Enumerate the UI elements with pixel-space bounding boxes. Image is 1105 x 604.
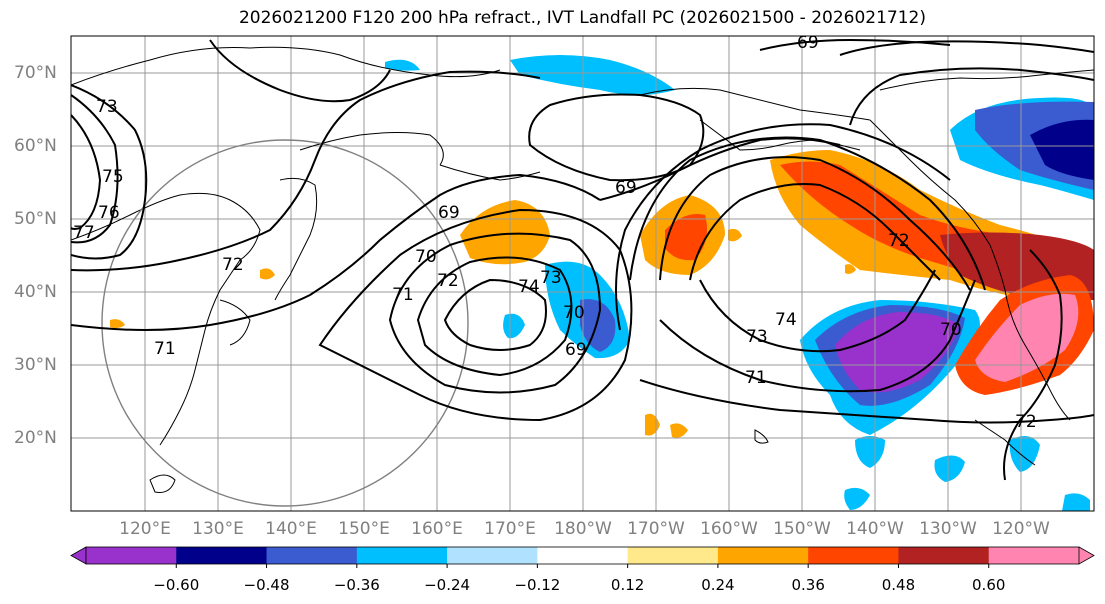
colorbar-tick-label: 0.12 [611,576,644,594]
contour-label: 73 [746,327,768,347]
sky-patch-4 [844,487,870,510]
lon-label: 160°E [411,519,463,539]
colorbar-swatch [356,547,448,564]
colorbar-tick-label: −0.48 [244,576,290,594]
colorbar-swatch [537,547,629,564]
ivt-fill-layer [110,55,1094,511]
contour-label: 73 [96,97,118,117]
colorbar-tick-label: 0.36 [791,576,824,594]
colorbar-extend-high [1078,546,1095,565]
colorbar-swatch [808,547,899,564]
contour-lines [71,38,1094,481]
contour-label: 71 [154,339,176,359]
latitude-labels: 70°N 60°N 50°N 40°N 30°N 20°N [14,63,57,448]
sky-patch-6 [503,313,525,339]
pink-region-california [975,293,1079,382]
contour-label: 73 [540,268,562,288]
graticule [71,36,1094,511]
colorbar-tick-label: 0.60 [972,576,1005,594]
lon-label: 130°W [919,519,977,539]
contour-label: 69 [438,203,460,223]
lon-label: 170°E [484,519,536,539]
lat-label: 70°N [14,63,57,83]
colorbar-swatch [988,547,1080,564]
lat-label: 60°N [14,136,57,156]
orange-patch-3 [110,319,125,329]
lat-label: 30°N [14,355,57,375]
colorbar-swatch [86,547,177,564]
contour-label: 69 [615,178,637,198]
orange-patch-5 [728,228,742,242]
lon-label: 150°W [773,519,831,539]
lat-label: 50°N [14,209,57,229]
lat-label: 20°N [14,428,57,448]
range-circle [101,139,469,507]
contour-label: 69 [797,33,819,53]
lon-label: 180°W [554,519,612,539]
colorbar-swatch [266,547,358,564]
blue-region-arctic-2 [385,59,420,71]
contour-label-layer: 69 69 69 70 70 70 71 71 71 72 72 72 72 7… [73,33,1037,432]
colorbar-tick-label: 0.24 [701,576,734,594]
sky-patch-1 [855,436,885,468]
colorbar: −0.60 −0.48 −0.36 −0.24 −0.12 0.12 0.24 0.36 0.4… [70,546,1095,594]
contour-label: 69 [565,340,587,360]
map-content: 69 69 69 70 70 70 71 71 71 72 72 72 72 7… [71,33,1094,511]
contour-label: 76 [98,203,120,223]
contour-label: 74 [775,310,797,330]
colorbar-swatch [898,547,990,564]
contour-label: 71 [392,285,414,305]
lon-label: 170°W [627,519,685,539]
contour-label: 74 [518,277,540,297]
contour-label: 75 [102,167,124,187]
longitude-labels: 120°E 130°E 140°E 150°E 160°E 170°E 180°W 170°W… [119,519,1050,539]
colorbar-swatch [447,547,538,564]
sky-patch-2 [934,455,965,482]
contour-label: 72 [1015,412,1037,432]
lat-label: 40°N [14,282,57,302]
colorbar-swatch [176,547,268,564]
contour-label: 71 [745,368,767,388]
lon-label: 130°E [192,519,244,539]
lon-label: 140°E [265,519,317,539]
purple-region-subtropics [835,312,960,393]
colorbar-tick-label: −0.12 [514,576,560,594]
contour-label: 70 [940,320,962,340]
contour-label: 77 [73,223,95,243]
lon-label: 150°E [338,519,390,539]
lon-label: 120°E [119,519,171,539]
colorbar-tick-label: −0.24 [424,576,470,594]
orange-region-west [460,200,550,265]
redorange-region-central [665,214,708,261]
contour-label: 72 [222,255,244,275]
map-title: 2026021200 F120 200 hPa refract., IVT La… [238,8,926,28]
orange-patch-4 [260,268,275,280]
contour-label: 70 [563,303,585,323]
orange-patch-2 [670,423,688,438]
contour-label: 72 [888,231,910,251]
lon-label: 140°W [846,519,904,539]
contour-label: 72 [437,271,459,291]
colorbar-tick-label: 0.48 [882,576,915,594]
colorbar-extend-low [70,546,87,565]
sky-patch-5 [1062,493,1090,511]
lon-label: 120°W [992,519,1050,539]
orange-patch-6 [845,264,856,274]
colorbar-swatch [717,547,809,564]
colorbar-tick-label: −0.36 [334,576,380,594]
map-frame [70,35,1095,512]
colorbar-border [85,546,1080,565]
royal-region-midpacific [580,299,616,352]
navy-region-alaska [1030,119,1094,180]
contour-label: 70 [415,247,437,267]
lon-label: 160°W [700,519,758,539]
blue-region-arctic [510,55,675,95]
colorbar-tick-label: −0.60 [153,576,199,594]
colorbar-swatch [627,547,719,564]
